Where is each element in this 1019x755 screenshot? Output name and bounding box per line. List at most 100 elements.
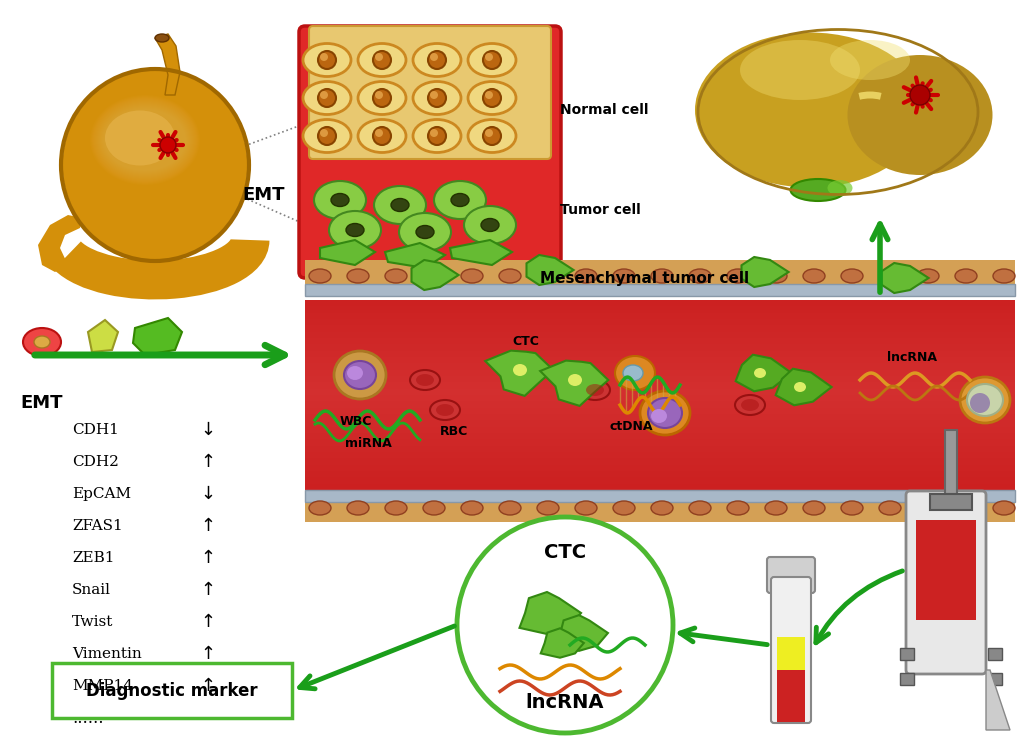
Ellipse shape [498,269,521,283]
Ellipse shape [694,32,924,187]
Ellipse shape [498,501,521,515]
Text: WBC: WBC [339,415,372,428]
Ellipse shape [612,269,635,283]
Bar [305,300,1014,307]
Polygon shape [485,350,552,396]
Polygon shape [735,355,791,391]
Ellipse shape [343,361,376,389]
Circle shape [909,85,929,105]
Ellipse shape [435,404,453,416]
Ellipse shape [481,218,498,232]
Text: ↓: ↓ [200,421,215,439]
Text: ctDNA: ctDNA [609,420,653,433]
Ellipse shape [333,351,385,399]
Ellipse shape [346,366,363,380]
Text: Normal cell: Normal cell [559,103,648,117]
Ellipse shape [461,501,483,515]
Text: CDH1: CDH1 [72,423,119,437]
Text: ↑: ↑ [200,645,215,663]
Bar [305,414,1014,421]
Ellipse shape [790,179,845,201]
Ellipse shape [536,501,558,515]
Ellipse shape [764,501,787,515]
Ellipse shape [390,199,409,211]
Ellipse shape [916,269,938,283]
Circle shape [430,53,437,61]
Ellipse shape [802,269,824,283]
Ellipse shape [461,269,483,283]
Bar [305,363,1014,370]
Ellipse shape [959,377,1009,423]
Bar [305,382,1014,389]
Polygon shape [384,243,444,268]
Ellipse shape [847,55,991,175]
Ellipse shape [62,70,248,260]
Bar [305,307,1014,313]
Ellipse shape [688,501,710,515]
Ellipse shape [688,269,710,283]
Text: miRNA: miRNA [344,437,391,450]
Text: Tumor cell: Tumor cell [559,203,640,217]
Bar [915,520,975,620]
Ellipse shape [358,119,406,153]
Ellipse shape [612,501,635,515]
Bar [305,313,1014,319]
Ellipse shape [374,186,426,224]
Circle shape [430,129,437,137]
Bar [305,338,1014,344]
Ellipse shape [575,501,596,515]
Ellipse shape [345,223,364,236]
Ellipse shape [423,269,444,283]
Circle shape [483,127,500,145]
Ellipse shape [23,328,61,356]
Ellipse shape [34,336,50,348]
Text: ↑: ↑ [200,517,215,535]
Bar [305,445,1014,452]
Text: EMT: EMT [243,186,284,204]
Ellipse shape [793,382,805,392]
Bar [305,402,1014,408]
Ellipse shape [384,501,407,515]
Circle shape [430,91,437,99]
Bar [305,357,1014,363]
Circle shape [160,137,176,153]
FancyBboxPatch shape [309,26,550,159]
Text: RBC: RBC [439,425,468,438]
FancyBboxPatch shape [905,491,985,674]
Ellipse shape [954,501,976,515]
Bar [305,490,1014,522]
Circle shape [428,89,445,107]
Ellipse shape [829,40,909,80]
Polygon shape [555,615,607,651]
Bar [305,395,1014,402]
Bar [305,260,1014,292]
Bar [305,490,1014,502]
Ellipse shape [753,368,765,378]
Text: Vimentin: Vimentin [72,647,142,661]
Circle shape [428,127,445,145]
Ellipse shape [303,82,351,115]
Polygon shape [741,257,788,287]
Polygon shape [985,670,1009,730]
Text: Mesenchymal tumor cell: Mesenchymal tumor cell [540,270,749,285]
Text: ↑: ↑ [200,453,215,471]
Bar [305,408,1014,414]
Text: ↑: ↑ [200,613,215,631]
Text: lncRNA: lncRNA [887,351,936,364]
Ellipse shape [966,384,1002,416]
Circle shape [373,89,390,107]
Circle shape [483,89,500,107]
Ellipse shape [764,269,787,283]
Circle shape [320,91,328,99]
Ellipse shape [433,181,485,219]
Bar [776,637,804,675]
Circle shape [483,51,500,69]
Bar [305,284,1014,296]
Text: CDH2: CDH2 [72,455,119,469]
Polygon shape [411,260,459,290]
Text: lncRNA: lncRNA [525,694,603,713]
Ellipse shape [727,269,748,283]
Bar [305,427,1014,433]
Bar [305,344,1014,350]
Bar [776,670,804,722]
